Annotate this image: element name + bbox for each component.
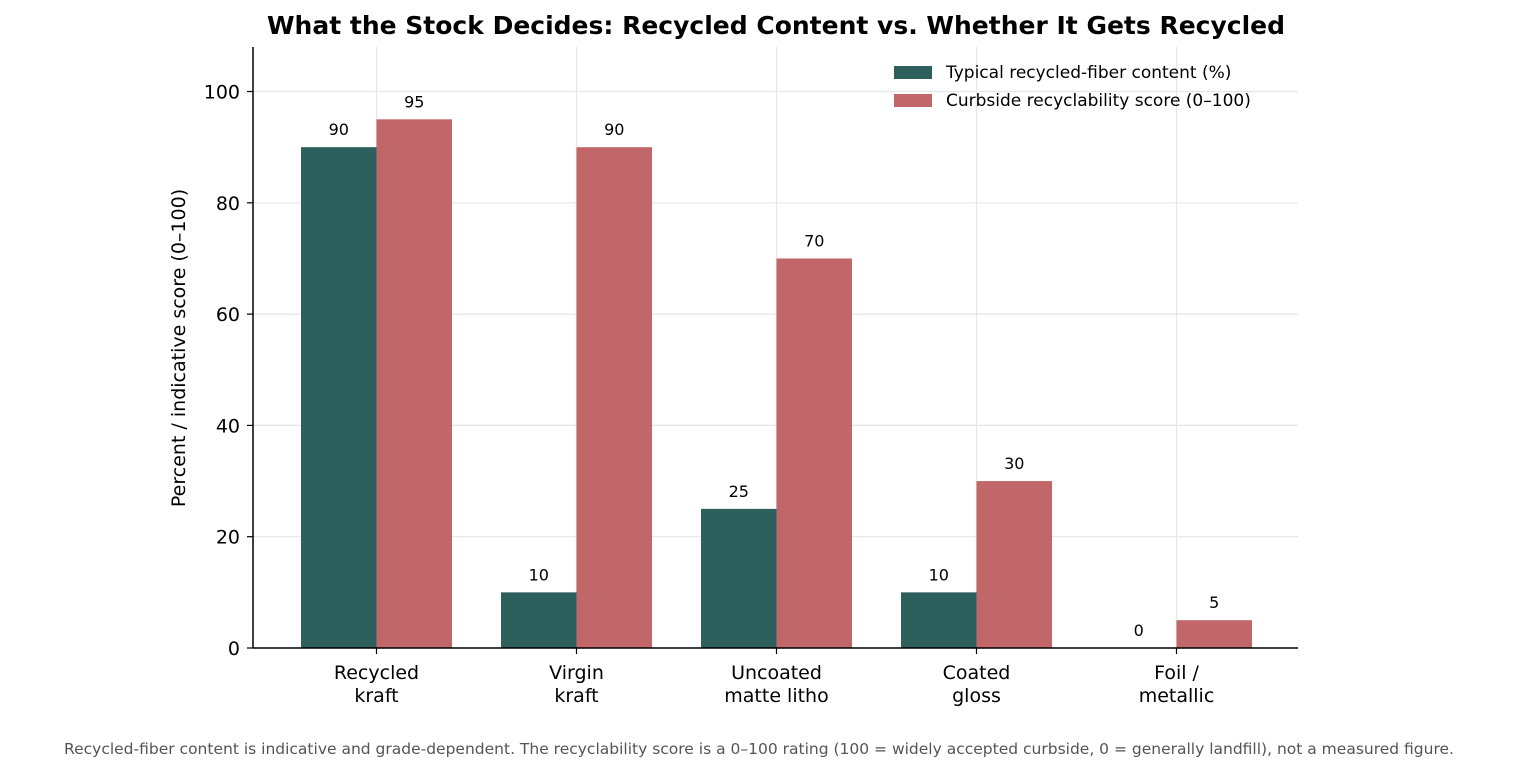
y-tick-label: 100 xyxy=(204,82,240,104)
bar-recyclability-0 xyxy=(376,119,452,648)
axes xyxy=(247,47,1298,654)
bar-recycled-content-1 xyxy=(501,592,577,648)
bar-recyclability-2 xyxy=(776,258,852,648)
legend: Typical recycled-fiber content (%) Curbsi… xyxy=(894,63,1251,111)
x-tick-label: Recycled kraft xyxy=(334,662,419,707)
data-label: 0 xyxy=(1134,621,1144,640)
bar-recycled-content-2 xyxy=(701,508,777,648)
x-tick-label: Virgin kraft xyxy=(549,662,604,707)
legend-label: Typical recycled-fiber content (%) xyxy=(945,63,1231,83)
footnote: Recycled-fiber content is indicative and… xyxy=(64,740,1454,758)
data-label: 90 xyxy=(329,120,349,139)
x-tick-labels: Recycled kraft Virgin kraft Uncoated matte li… xyxy=(334,662,1214,707)
chart-title: What the Stock Decides: Recycled Content… xyxy=(267,11,1285,40)
legend-swatch xyxy=(894,94,932,107)
data-label: 70 xyxy=(804,231,824,250)
data-label: 30 xyxy=(1004,454,1024,473)
bars xyxy=(301,119,1252,648)
data-label: 10 xyxy=(929,565,949,584)
x-tick-label: Coated gloss xyxy=(943,662,1011,707)
data-label: 5 xyxy=(1209,593,1219,612)
legend-label: Curbside recyclability score (0–100) xyxy=(946,91,1251,111)
y-tick-labels: 0 20 40 60 80 100 xyxy=(204,82,240,660)
data-label: 10 xyxy=(529,565,549,584)
data-label: 90 xyxy=(604,120,624,139)
y-tick-label: 40 xyxy=(216,415,240,437)
bar-recyclability-3 xyxy=(976,481,1052,648)
bar-recycled-content-0 xyxy=(301,147,377,648)
x-tick-label: Foil / metallic xyxy=(1139,662,1215,707)
bar-recycled-content-3 xyxy=(901,592,977,648)
y-tick-label: 20 xyxy=(216,527,240,549)
y-tick-label: 0 xyxy=(228,638,240,660)
data-label: 25 xyxy=(729,482,749,501)
y-tick-label: 60 xyxy=(216,304,240,326)
x-tick-label: Uncoated matte litho xyxy=(724,662,828,707)
y-axis-label: Percent / indicative score (0–100) xyxy=(168,189,190,507)
bar-recyclability-4 xyxy=(1176,620,1252,648)
bar-recyclability-1 xyxy=(576,147,652,648)
legend-swatch xyxy=(894,66,932,79)
data-label: 95 xyxy=(404,92,424,111)
y-tick-label: 80 xyxy=(216,193,240,215)
